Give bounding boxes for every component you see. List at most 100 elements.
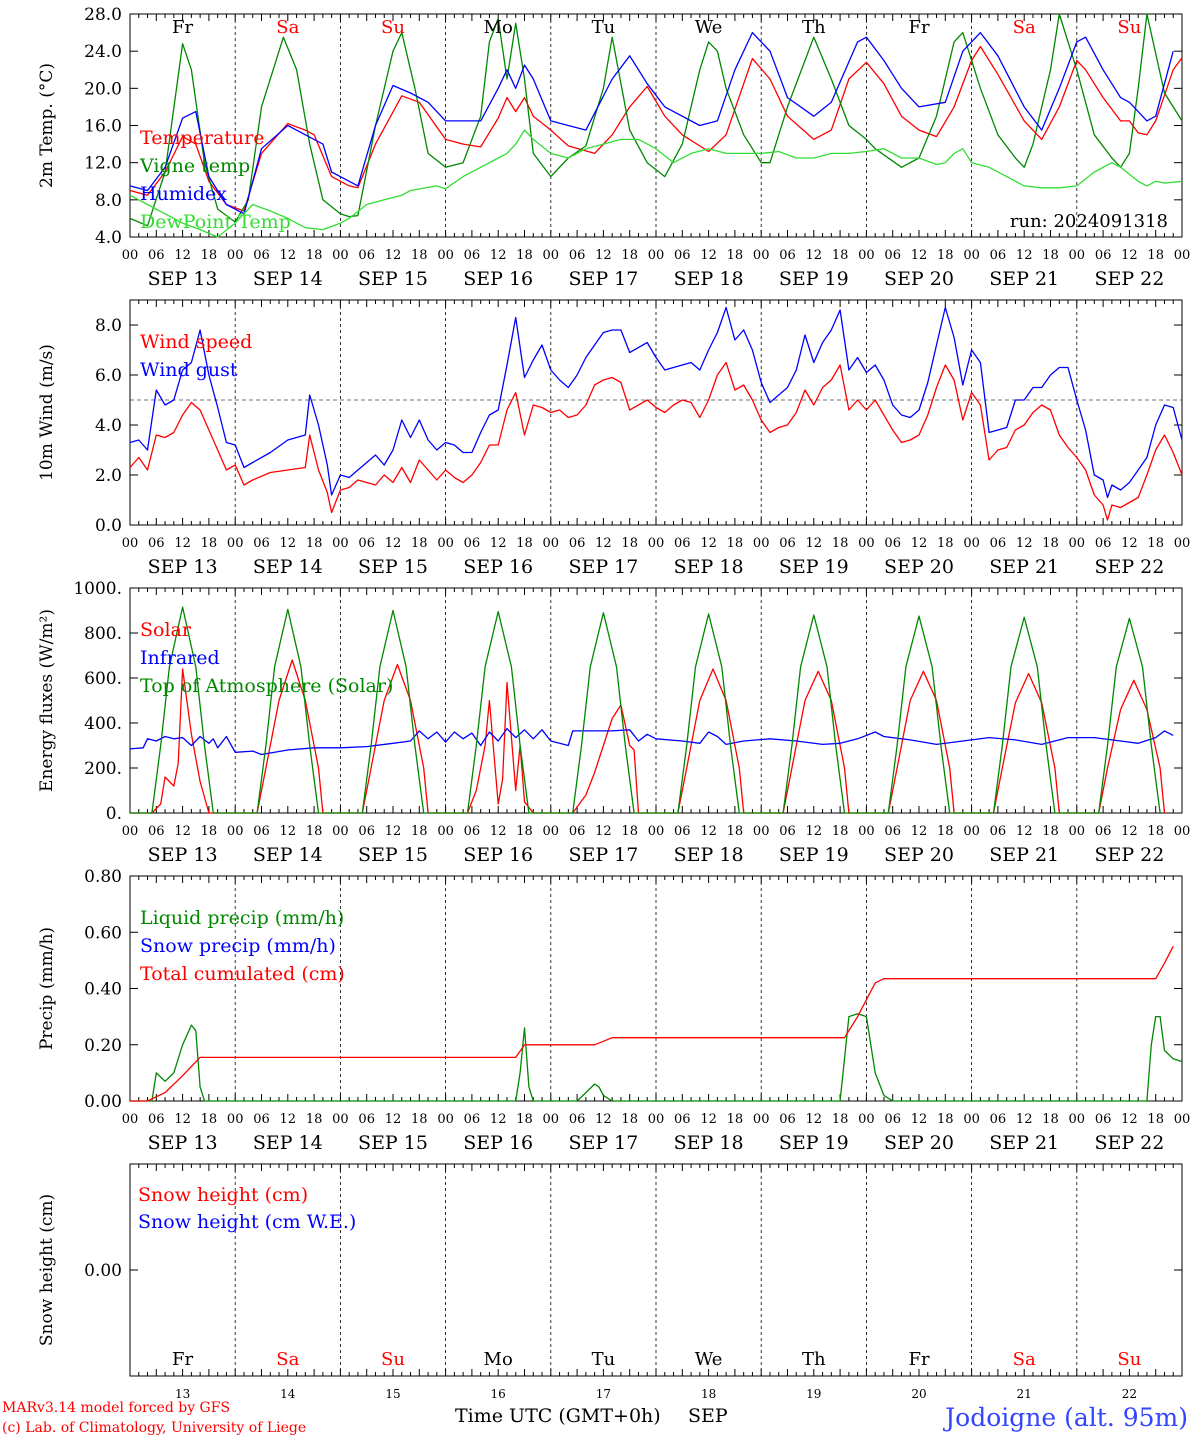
hour-tick-label: 18 (306, 536, 323, 551)
legend-snow-height-cm-w-e: Snow height (cm W.E.) (138, 1211, 356, 1233)
hour-tick-label: 06 (674, 1112, 691, 1127)
hour-tick-label: 18 (516, 1112, 533, 1127)
hour-tick-label: 00 (1174, 248, 1191, 263)
legend-snow-precip-mm-h: Snow precip (mm/h) (140, 935, 336, 957)
hour-tick-label: 00 (332, 824, 349, 839)
weekday-label: Tu (592, 1349, 616, 1370)
y-tick-label: 600. (84, 669, 122, 689)
hour-tick-label: 06 (990, 536, 1007, 551)
hour-tick-label: 06 (569, 248, 586, 263)
hour-tick-label: 18 (1147, 1112, 1164, 1127)
legend-top-of-atmosphere-solar: Top of Atmosphere (Solar) (140, 675, 393, 697)
hour-tick-label: 00 (648, 824, 665, 839)
hour-tick-label: 00 (1069, 536, 1086, 551)
date-label: SEP 16 (463, 844, 533, 866)
date-label: SEP 14 (253, 556, 323, 578)
hour-tick-label: 06 (779, 824, 796, 839)
y-tick-label: 0.40 (84, 980, 122, 1000)
hour-tick-label: 18 (727, 1112, 744, 1127)
date-label: SEP 14 (253, 1132, 323, 1154)
weekday-label: Su (1117, 17, 1141, 38)
hour-tick-label: 12 (700, 248, 717, 263)
hour-tick-label: 00 (227, 248, 244, 263)
hour-tick-label: 18 (832, 248, 849, 263)
legend-vigne-temp: Vigne temp (139, 155, 250, 177)
hour-tick-label: 12 (174, 1112, 191, 1127)
y-axis-label: Energy fluxes (W/m²) (37, 609, 57, 792)
date-label: SEP 20 (884, 556, 954, 578)
weekday-label: Th (802, 1349, 826, 1370)
hour-tick-label: 12 (806, 248, 823, 263)
hour-tick-label: 06 (569, 1112, 586, 1127)
weekday-label: Th (802, 17, 826, 38)
hour-tick-label: 00 (332, 248, 349, 263)
hour-tick-label: 06 (358, 248, 375, 263)
y-tick-label: 0.00 (84, 1092, 122, 1112)
hour-tick-label: 12 (1016, 536, 1033, 551)
date-label: SEP 20 (884, 1132, 954, 1154)
hour-tick-label: 00 (437, 824, 454, 839)
y-tick-label: 8.0 (95, 316, 122, 336)
hour-tick-label: 06 (779, 1112, 796, 1127)
weekday-label: Su (381, 1349, 405, 1370)
hour-tick-label: 12 (280, 536, 297, 551)
hour-tick-label: 06 (253, 248, 270, 263)
weekday-label: Sa (1013, 1349, 1036, 1370)
day-number-label: 19 (806, 1387, 821, 1401)
date-label: SEP 20 (884, 268, 954, 290)
series-line-total-cumulated-cm (130, 946, 1174, 1102)
y-tick-label: 200. (84, 759, 122, 779)
weekday-label: Tu (592, 17, 616, 38)
hour-tick-label: 18 (1147, 248, 1164, 263)
y-tick-label: 28.0 (84, 5, 122, 25)
hour-tick-label: 06 (253, 1112, 270, 1127)
weekday-label: Su (381, 17, 405, 38)
hour-tick-label: 06 (569, 824, 586, 839)
day-number-label: 15 (385, 1387, 400, 1401)
hour-tick-label: 00 (122, 824, 139, 839)
date-label: SEP 21 (989, 268, 1059, 290)
date-label: SEP 14 (253, 268, 323, 290)
y-tick-label: 0.0 (95, 516, 122, 536)
hour-tick-label: 00 (858, 248, 875, 263)
hour-tick-label: 06 (1095, 248, 1112, 263)
hour-tick-label: 12 (174, 536, 191, 551)
weekday-label: Fr (172, 1349, 193, 1370)
y-tick-label: 12.0 (84, 154, 122, 174)
hour-tick-label: 06 (358, 824, 375, 839)
weekday-label: Su (1117, 1349, 1141, 1370)
date-label: SEP 19 (779, 268, 849, 290)
hour-tick-label: 00 (753, 1112, 770, 1127)
legend-liquid-precip-mm-h: Liquid precip (mm/h) (140, 907, 344, 929)
series-line-infrared (129, 727, 1174, 756)
hour-tick-label: 12 (1121, 824, 1138, 839)
date-label: SEP 14 (253, 844, 323, 866)
hour-tick-label: 18 (727, 536, 744, 551)
hour-tick-label: 00 (963, 1112, 980, 1127)
hour-tick-label: 12 (174, 248, 191, 263)
hour-tick-label: 06 (990, 824, 1007, 839)
legend-snow-height-cm: Snow height (cm) (138, 1184, 308, 1206)
hour-tick-label: 00 (753, 536, 770, 551)
y-tick-label: 24.0 (84, 42, 122, 62)
panel-1: 4.0 8.0 12.0 16.0 20.0 24.0 28.0 2m Temp. (°C) T… (37, 5, 1190, 290)
y-tick-label: 800. (84, 624, 122, 644)
y-tick-label: 0.80 (84, 867, 122, 887)
weekday-label: Sa (276, 17, 299, 38)
hour-tick-label: 06 (148, 824, 165, 839)
hour-tick-label: 18 (1042, 824, 1059, 839)
hour-tick-label: 12 (490, 536, 507, 551)
y-tick-label: 4.0 (95, 228, 122, 248)
legend-temperature: Temperature (140, 127, 264, 149)
hour-tick-label: 06 (1095, 1112, 1112, 1127)
hour-tick-label: 12 (806, 824, 823, 839)
hour-tick-label: 06 (253, 536, 270, 551)
hour-tick-label: 12 (595, 536, 612, 551)
date-label: SEP 17 (568, 556, 638, 578)
hour-tick-label: 06 (779, 248, 796, 263)
hour-tick-label: 06 (358, 536, 375, 551)
y-tick-label: 6.0 (95, 366, 122, 386)
hour-tick-label: 12 (385, 536, 402, 551)
hour-tick-label: 12 (280, 824, 297, 839)
day-number-label: 20 (911, 1387, 926, 1401)
